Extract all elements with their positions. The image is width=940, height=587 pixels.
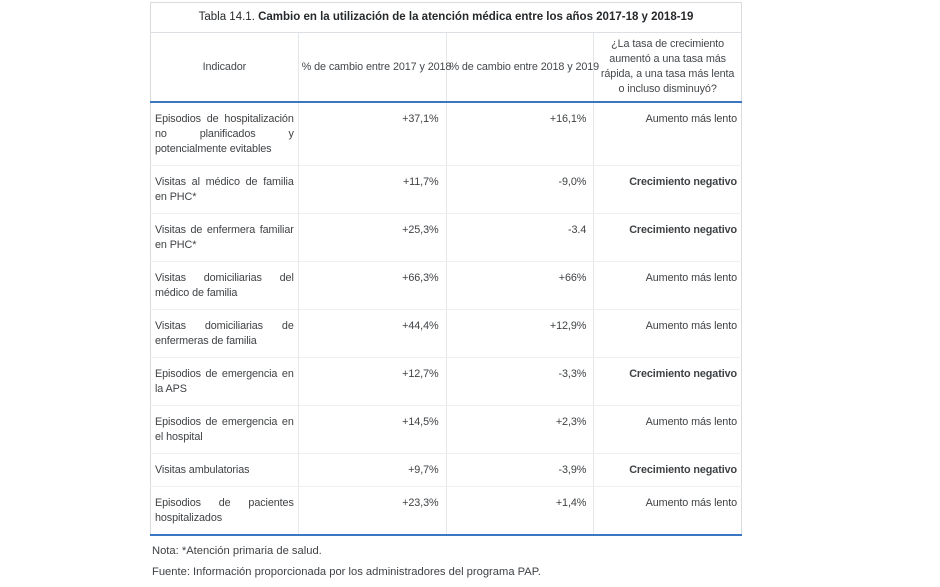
trend-cell: Crecimiento negativo bbox=[593, 213, 742, 262]
change-2017-2018-cell: +23,3% bbox=[297, 486, 446, 536]
table-row: Visitas de enfermera familiar en PHC* +2… bbox=[150, 213, 742, 262]
trend-cell: Aumento más lento bbox=[593, 486, 742, 536]
table-title-text: Cambio en la utilización de la atención … bbox=[258, 11, 694, 23]
indicator-cell: Visitas domiciliarias de enfermeras de f… bbox=[150, 309, 299, 358]
indicator-cell: Visitas al médico de familia en PHC* bbox=[150, 165, 299, 214]
table-title: Tabla 14.1. Cambio en la utilización de … bbox=[150, 2, 742, 33]
table-container: Tabla 14.1. Cambio en la utilización de … bbox=[150, 2, 742, 587]
header-cambio-2018-2019: % de cambio entre 2018 y 2019 bbox=[445, 32, 599, 103]
change-2018-2019-cell: +66% bbox=[445, 261, 594, 310]
table-row: Episodios de hospitalización no planific… bbox=[150, 102, 742, 166]
trend-cell: Crecimiento negativo bbox=[593, 453, 742, 487]
change-2017-2018-cell: +11,7% bbox=[297, 165, 446, 214]
table-source: Fuente: Información proporcionada por lo… bbox=[152, 566, 541, 578]
table-row: Visitas ambulatorias +9,7% -3,9% Crecimi… bbox=[150, 453, 742, 487]
header-tasa-crecimiento: ¿La tasa de crecimiento aumentó a una ta… bbox=[593, 32, 742, 103]
change-2017-2018-cell: +66,3% bbox=[297, 261, 446, 310]
change-2018-2019-cell: +12,9% bbox=[445, 309, 594, 358]
trend-cell: Crecimiento negativo bbox=[593, 357, 742, 406]
change-2018-2019-cell: -3,3% bbox=[445, 357, 594, 406]
table-row: Episodios de pacientes hospitalizados +2… bbox=[150, 486, 742, 536]
table-header-row: Indicador % de cambio entre 2017 y 2018 … bbox=[150, 32, 742, 103]
trend-cell: Aumento más lento bbox=[593, 261, 742, 310]
trend-cell: Aumento más lento bbox=[593, 102, 742, 166]
trend-cell: Crecimiento negativo bbox=[593, 165, 742, 214]
change-2017-2018-cell: +25,3% bbox=[297, 213, 446, 262]
indicator-cell: Visitas ambulatorias bbox=[150, 453, 299, 487]
utilization-change-table: Tabla 14.1. Cambio en la utilización de … bbox=[150, 2, 742, 536]
header-indicador: Indicador bbox=[150, 32, 299, 103]
change-2017-2018-cell: +44,4% bbox=[297, 309, 446, 358]
indicator-cell: Visitas domiciliarias del médico de fami… bbox=[150, 261, 299, 310]
change-2017-2018-cell: +12,7% bbox=[297, 357, 446, 406]
table-row: Visitas domiciliarias de enfermeras de f… bbox=[150, 309, 742, 358]
indicator-cell: Episodios de emergencia en la APS bbox=[150, 357, 299, 406]
change-2017-2018-cell: +9,7% bbox=[297, 453, 446, 487]
table-row: Episodios de emergencia en el hospital +… bbox=[150, 405, 742, 454]
table-row: Visitas domiciliarias del médico de fami… bbox=[150, 261, 742, 310]
indicator-cell: Episodios de hospitalización no planific… bbox=[150, 102, 299, 166]
trend-cell: Aumento más lento bbox=[593, 309, 742, 358]
table-number: Tabla 14.1. bbox=[198, 11, 255, 23]
change-2018-2019-cell: +2,3% bbox=[445, 405, 594, 454]
indicator-cell: Visitas de enfermera familiar en PHC* bbox=[150, 213, 299, 262]
table-title-row: Tabla 14.1. Cambio en la utilización de … bbox=[150, 2, 742, 33]
change-2018-2019-cell: +16,1% bbox=[445, 102, 594, 166]
indicator-cell: Episodios de pacientes hospitalizados bbox=[150, 486, 299, 536]
indicator-cell: Episodios de emergencia en el hospital bbox=[150, 405, 299, 454]
change-2018-2019-cell: -3,9% bbox=[445, 453, 594, 487]
table-footnotes: Nota: *Atención primaria de salud. Fuent… bbox=[152, 545, 742, 579]
change-2018-2019-cell: -3.4 bbox=[445, 213, 594, 262]
change-2018-2019-cell: -9,0% bbox=[445, 165, 594, 214]
change-2018-2019-cell: +1,4% bbox=[445, 486, 594, 536]
table-row: Episodios de emergencia en la APS +12,7%… bbox=[150, 357, 742, 406]
table-row: Visitas al médico de familia en PHC* +11… bbox=[150, 165, 742, 214]
header-cambio-2017-2018: % de cambio entre 2017 y 2018 bbox=[297, 32, 451, 103]
change-2017-2018-cell: +14,5% bbox=[297, 405, 446, 454]
trend-cell: Aumento más lento bbox=[593, 405, 742, 454]
table-note: Nota: *Atención primaria de salud. bbox=[152, 545, 322, 557]
change-2017-2018-cell: +37,1% bbox=[297, 102, 446, 166]
